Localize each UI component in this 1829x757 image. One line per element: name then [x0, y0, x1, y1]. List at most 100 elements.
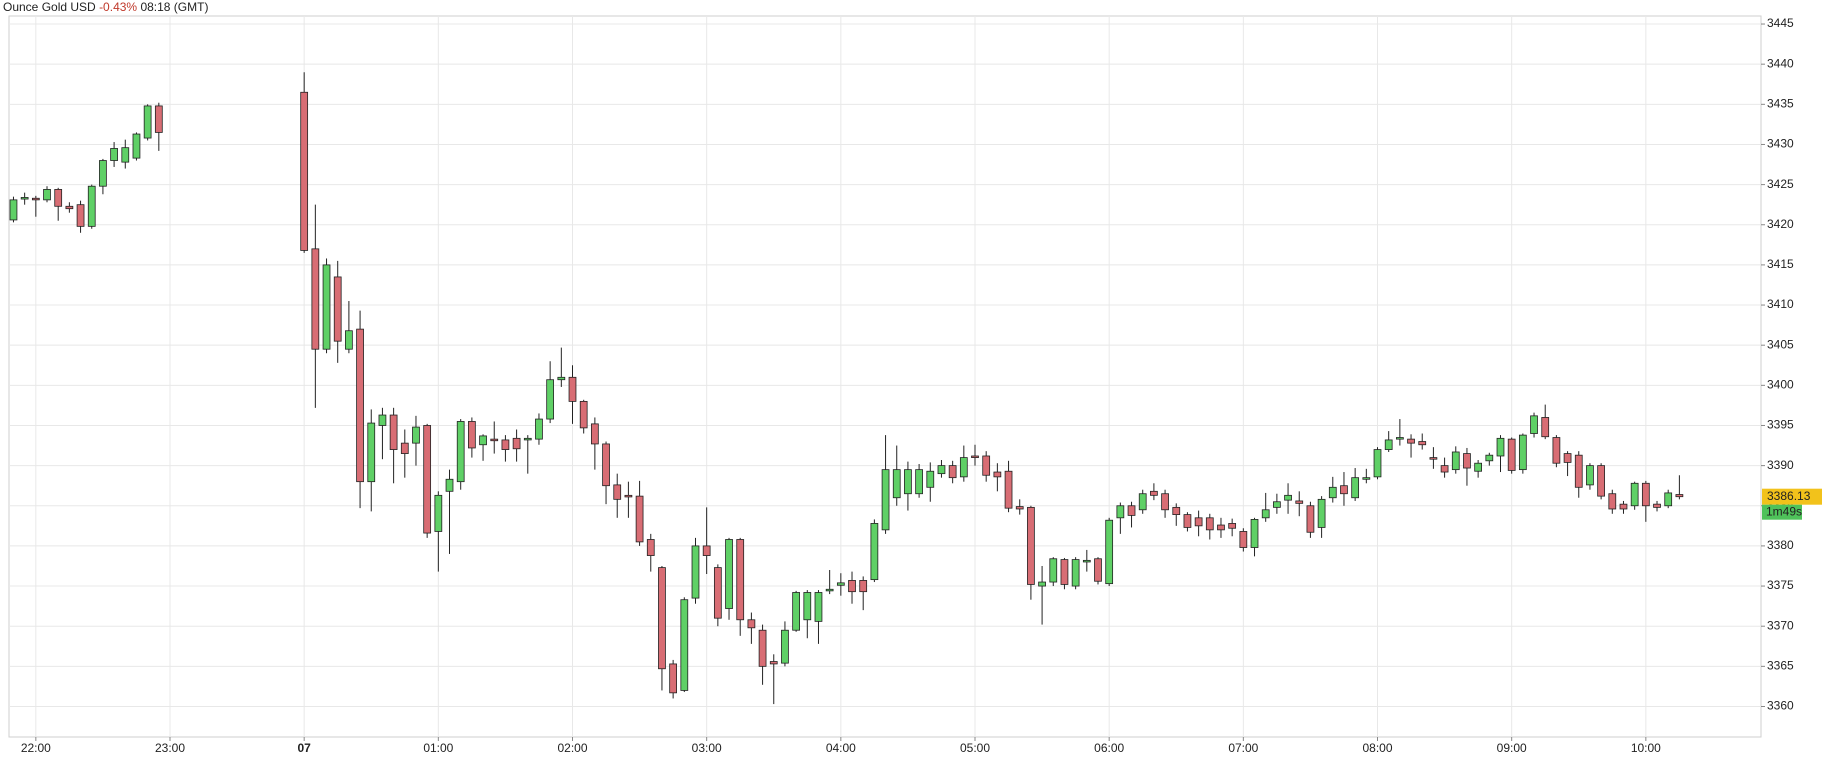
- candle-body: [43, 189, 51, 201]
- candle-body: [1418, 441, 1427, 446]
- candle-body: [1485, 454, 1494, 462]
- candle-body: [322, 264, 331, 350]
- candle-body: [1586, 465, 1594, 486]
- candle-body: [154, 105, 163, 133]
- candle-body: [948, 465, 957, 479]
- x-tick-label: 01:00: [423, 741, 453, 755]
- candle-body: [1530, 415, 1538, 434]
- candle-body: [658, 567, 666, 670]
- candle-body: [613, 484, 622, 500]
- x-tick-label: 22:00: [21, 741, 51, 755]
- candle-body: [1228, 523, 1237, 529]
- candle-body: [1552, 437, 1561, 464]
- candle-body: [959, 457, 968, 478]
- candle-body: [557, 376, 566, 381]
- candle-body: [1541, 417, 1550, 438]
- candle-body: [9, 199, 18, 221]
- candle-body: [1664, 492, 1673, 507]
- candle-body: [300, 91, 309, 251]
- y-tick-label: 3430: [1767, 137, 1794, 151]
- y-tick-label: 3400: [1767, 378, 1794, 392]
- candle-body: [512, 437, 521, 450]
- y-tick-label: 3405: [1767, 337, 1794, 351]
- candle-body: [792, 592, 800, 631]
- candle-body: [311, 248, 320, 350]
- candle-body: [546, 379, 555, 420]
- candle-body: [859, 580, 868, 593]
- candle-body: [76, 204, 85, 227]
- candle-body: [1574, 454, 1583, 488]
- candle-body: [736, 539, 745, 621]
- candle-body: [1675, 494, 1684, 498]
- candle-body: [1619, 503, 1628, 510]
- candle-body: [1116, 505, 1125, 519]
- y-tick-label: 3380: [1767, 538, 1794, 552]
- candle-body: [1317, 498, 1326, 528]
- candle-body: [713, 567, 722, 619]
- candle-body: [121, 147, 130, 163]
- candle-body: [1340, 485, 1348, 495]
- candle-body: [479, 435, 487, 446]
- candle-body: [1474, 462, 1482, 472]
- candle-body: [1015, 506, 1024, 510]
- candle-body: [915, 469, 923, 495]
- candle-body: [1082, 559, 1091, 563]
- last-price-label: 3386.13: [1767, 489, 1811, 503]
- candle-body: [747, 619, 756, 629]
- candle-body: [1563, 453, 1572, 463]
- candle-body: [412, 426, 420, 444]
- x-tick-label: 03:00: [692, 741, 722, 755]
- candle-body: [937, 465, 946, 475]
- candle-body: [400, 442, 409, 454]
- candle-body: [468, 421, 476, 449]
- x-tick-label: 05:00: [960, 741, 990, 755]
- candle-body: [904, 469, 912, 495]
- x-tick-label: 23:00: [155, 741, 185, 755]
- y-tick-label: 3390: [1767, 458, 1794, 472]
- y-tick-label: 3420: [1767, 217, 1794, 231]
- last-price-box: [1762, 488, 1822, 505]
- y-tick-label: 3370: [1767, 618, 1794, 632]
- candle-body: [1653, 503, 1661, 508]
- candle-body: [1161, 493, 1169, 511]
- candle-body: [1440, 465, 1449, 473]
- candle-body: [1328, 486, 1337, 499]
- candle-body: [926, 470, 935, 488]
- candle-body: [691, 545, 700, 599]
- x-tick-label: 10:00: [1631, 741, 1661, 755]
- candle-body: [579, 400, 588, 429]
- candle-body: [356, 328, 364, 483]
- candle-body: [836, 582, 845, 586]
- candle-body: [434, 494, 443, 532]
- candles: [9, 72, 1684, 705]
- candle-body: [99, 160, 107, 187]
- candle-body: [892, 469, 901, 499]
- candle-body: [1608, 493, 1617, 510]
- candle-body: [1060, 559, 1069, 585]
- x-tick-label: 06:00: [1094, 741, 1124, 755]
- candle-body: [1194, 517, 1203, 527]
- candle-body: [132, 133, 141, 159]
- candle-body: [1518, 434, 1527, 471]
- labels: 3360336533703375338033853390339534003405…: [21, 16, 1822, 755]
- candle-body: [1217, 524, 1225, 531]
- candle-body: [445, 478, 454, 492]
- candle-body: [1172, 506, 1181, 515]
- candle-body: [1641, 482, 1650, 507]
- x-tick-label: 07:00: [1228, 741, 1258, 755]
- x-tick-label: 08:00: [1362, 741, 1392, 755]
- candle-body: [590, 423, 599, 445]
- y-tick-label: 3425: [1767, 177, 1794, 191]
- candle-body: [1027, 506, 1035, 585]
- candle-body: [1362, 477, 1371, 480]
- candle-body: [881, 469, 890, 531]
- candle-body: [423, 425, 432, 534]
- candle-body: [1284, 494, 1292, 501]
- x-tick-label: 02:00: [557, 741, 587, 755]
- candle-body: [501, 439, 510, 450]
- candle-body: [65, 205, 74, 210]
- candle-body: [1004, 470, 1013, 509]
- candle-body: [345, 330, 353, 350]
- candle-body: [803, 592, 812, 621]
